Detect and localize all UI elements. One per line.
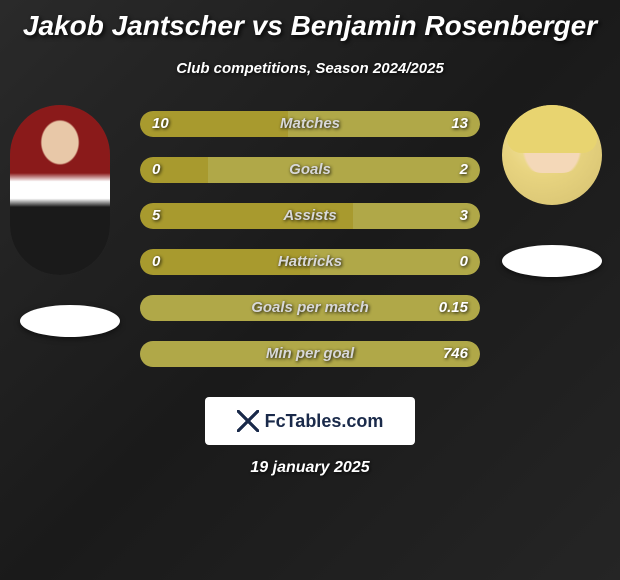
subtitle: Club competitions, Season 2024/2025 [0, 60, 620, 77]
stat-row: Assists5 3 [140, 203, 480, 229]
player2-avatar [502, 105, 602, 205]
player1-value: 0 [152, 249, 160, 275]
player2-value: 0 [460, 249, 468, 275]
page-title: Jakob Jantscher vs Benjamin Rosenberger [0, 0, 620, 42]
player1-value: 5 [152, 203, 160, 229]
stat-label: Hattricks [140, 249, 480, 275]
chart-icon [237, 410, 259, 432]
stat-label: Goals per match [140, 295, 480, 321]
stats-list: Matches1013Goals02Assists53Hattricks00Go… [140, 105, 480, 367]
stat-row: Hattricks0 0 [140, 249, 480, 275]
site-logo[interactable]: FcTables.com [205, 397, 415, 445]
player2-flag [502, 245, 602, 277]
date-label: 19 january 2025 [0, 459, 620, 477]
stat-row: Goals per match0.15 [140, 295, 480, 321]
stat-label: Matches [140, 111, 480, 137]
stat-row: Min per goal746 [140, 341, 480, 367]
stat-row: Matches10 13 [140, 111, 480, 137]
player2-value: 13 [451, 111, 468, 137]
player1-value: 10 [152, 111, 169, 137]
player1-avatar [10, 105, 110, 275]
stat-row: Goals0 2 [140, 157, 480, 183]
player2-value: 2 [460, 157, 468, 183]
player1-value: 0 [152, 157, 160, 183]
player1-flag [20, 305, 120, 337]
stat-label: Goals [140, 157, 480, 183]
stat-label: Assists [140, 203, 480, 229]
player2-value: 3 [460, 203, 468, 229]
player2-value: 0.15 [439, 295, 468, 321]
logo-text: FcTables.com [265, 411, 384, 432]
stat-label: Min per goal [140, 341, 480, 367]
comparison-area: Matches1013Goals02Assists53Hattricks00Go… [0, 105, 620, 385]
player2-value: 746 [443, 341, 468, 367]
